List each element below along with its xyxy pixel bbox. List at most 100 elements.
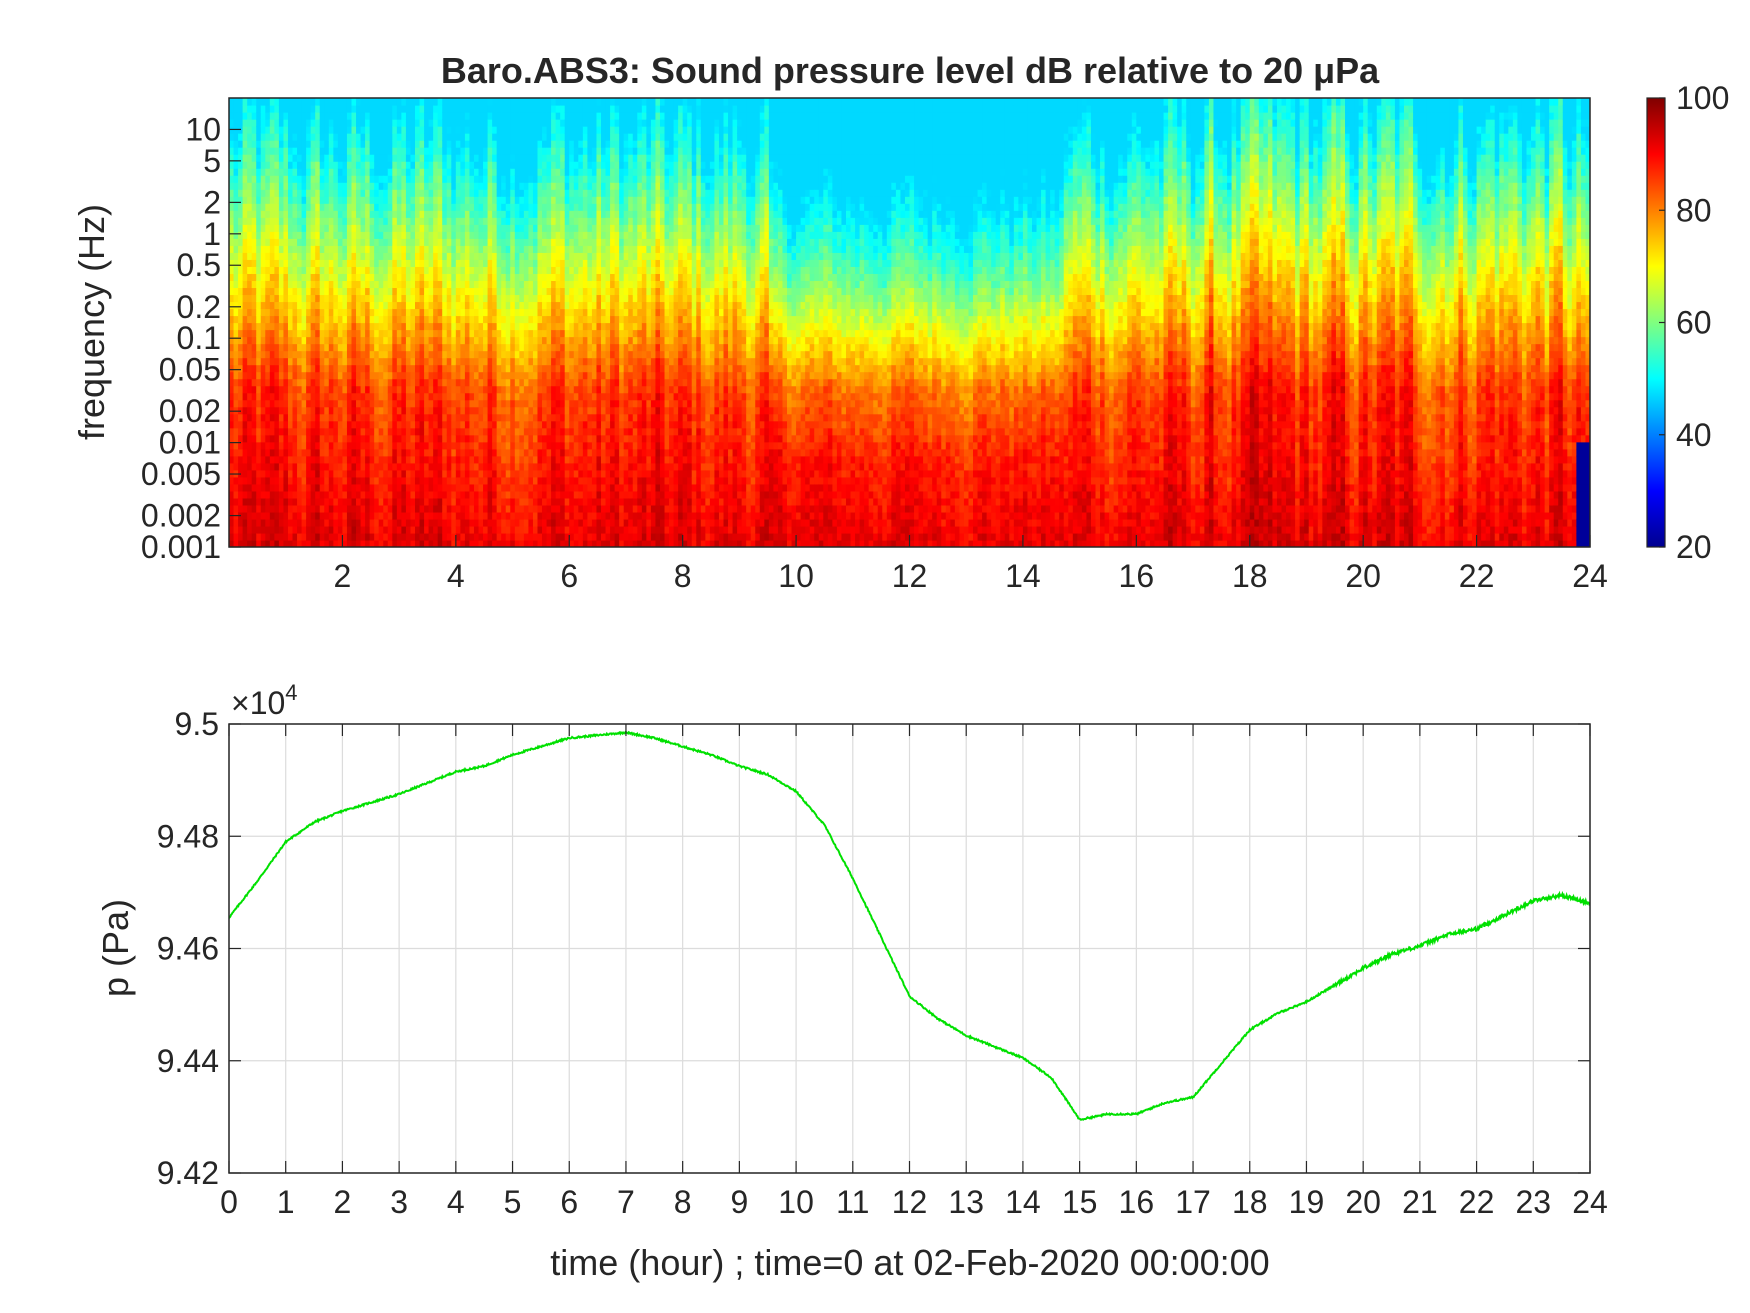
heatmap-cell (297, 266, 303, 274)
heatmap-cell (460, 476, 466, 485)
heatmap-cell (483, 287, 489, 296)
heatmap-cell (356, 98, 362, 106)
heatmap-cell (546, 259, 552, 267)
heatmap-cell (269, 511, 275, 520)
heatmap-cell (433, 245, 439, 253)
heatmap-cell (560, 315, 566, 324)
heatmap-cell (337, 357, 344, 366)
heatmap-cell (573, 539, 579, 547)
heatmap-cell (401, 294, 407, 303)
heatmap-cell (455, 462, 461, 471)
heatmap-cell (469, 476, 475, 485)
heatmap-cell (378, 266, 384, 274)
heatmap-cell (460, 427, 466, 436)
heatmap-cell (519, 420, 525, 429)
heatmap-cell (469, 441, 475, 450)
heatmap-cell (337, 294, 344, 303)
heatmap-cell (278, 392, 285, 401)
heatmap-cell (555, 315, 561, 324)
heatmap-cell (233, 210, 239, 218)
heatmap-cell (542, 98, 548, 106)
heatmap-cell (501, 154, 507, 162)
heatmap-column (460, 98, 466, 547)
heatmap-cell (310, 238, 316, 246)
heatmap-cell (473, 175, 480, 183)
heatmap-cell (424, 259, 430, 267)
heatmap-cell (324, 231, 330, 239)
heatmap-cell (396, 98, 402, 106)
heatmap-cell (514, 406, 520, 415)
heatmap-cell (233, 259, 239, 267)
heatmap-cell (560, 287, 566, 296)
heatmap-cell (555, 399, 561, 408)
heatmap-cell (365, 280, 371, 289)
heatmap-cell (464, 266, 471, 274)
heatmap-cell (505, 378, 511, 387)
heatmap-cell (437, 273, 443, 282)
heatmap-cell (469, 196, 475, 204)
heatmap-cell (528, 406, 534, 415)
heatmap-cell (514, 168, 520, 176)
heatmap-cell (532, 140, 539, 148)
heatmap-cell (247, 490, 253, 499)
heatmap-cell (555, 301, 561, 310)
heatmap-cell (469, 399, 475, 408)
heatmap-cell (301, 175, 307, 183)
heatmap-cell (378, 329, 384, 338)
heatmap-column (546, 98, 552, 547)
heatmap-cell (564, 203, 570, 211)
heatmap-cell (365, 231, 371, 239)
heatmap-cell (287, 525, 294, 534)
heatmap-cell (229, 245, 235, 253)
heatmap-cell (242, 490, 248, 499)
heatmap-cell (546, 252, 552, 260)
heatmap-cell (555, 308, 561, 317)
heatmap-cell (310, 252, 316, 260)
heatmap-cell (297, 483, 303, 492)
heatmap-cell (306, 371, 312, 380)
heatmap-cell (229, 462, 235, 471)
heatmap-cell (551, 189, 557, 197)
heatmap-cell (260, 518, 266, 527)
heatmap-cell (496, 504, 502, 513)
heatmap-cell (229, 301, 235, 310)
heatmap-cell (569, 175, 575, 183)
heatmap-cell (242, 322, 248, 331)
heatmap-cell (342, 301, 348, 310)
heatmap-cell (356, 308, 362, 317)
heatmap-cell (415, 133, 421, 141)
heatmap-cell (419, 280, 425, 289)
heatmap-cell (356, 168, 362, 176)
heatmap-cell (319, 532, 325, 541)
heatmap-cell (369, 490, 375, 499)
heatmap-cell (247, 203, 253, 211)
heatmap-cell (537, 308, 543, 317)
heatmap-cell (460, 490, 466, 499)
heatmap-cell (315, 259, 321, 267)
heatmap-cell (247, 105, 253, 113)
heatmap-cell (487, 182, 493, 190)
heatmap-cell (546, 441, 552, 450)
heatmap-cell (306, 315, 312, 324)
heatmap-cell (301, 497, 307, 506)
heatmap-cell (451, 392, 457, 401)
heatmap-cell (356, 441, 362, 450)
heatmap-cell (564, 308, 570, 317)
heatmap-cell (287, 413, 294, 422)
heatmap-cell (501, 238, 507, 246)
heatmap-cell (360, 476, 366, 485)
heatmap-cell (446, 413, 452, 422)
heatmap-cell (537, 294, 543, 303)
heatmap-cell (278, 483, 285, 492)
heatmap-cell (546, 105, 552, 113)
heatmap-cell (396, 483, 402, 492)
heatmap-cell (442, 329, 448, 338)
heatmap-cell (306, 490, 312, 499)
heatmap-cell (351, 406, 357, 415)
heatmap-cell (324, 161, 330, 169)
heatmap-cell (564, 301, 570, 310)
heatmap-cell (514, 147, 520, 155)
heatmap-cell (242, 147, 248, 155)
heatmap-cell (569, 378, 575, 387)
heatmap-cell (233, 294, 239, 303)
